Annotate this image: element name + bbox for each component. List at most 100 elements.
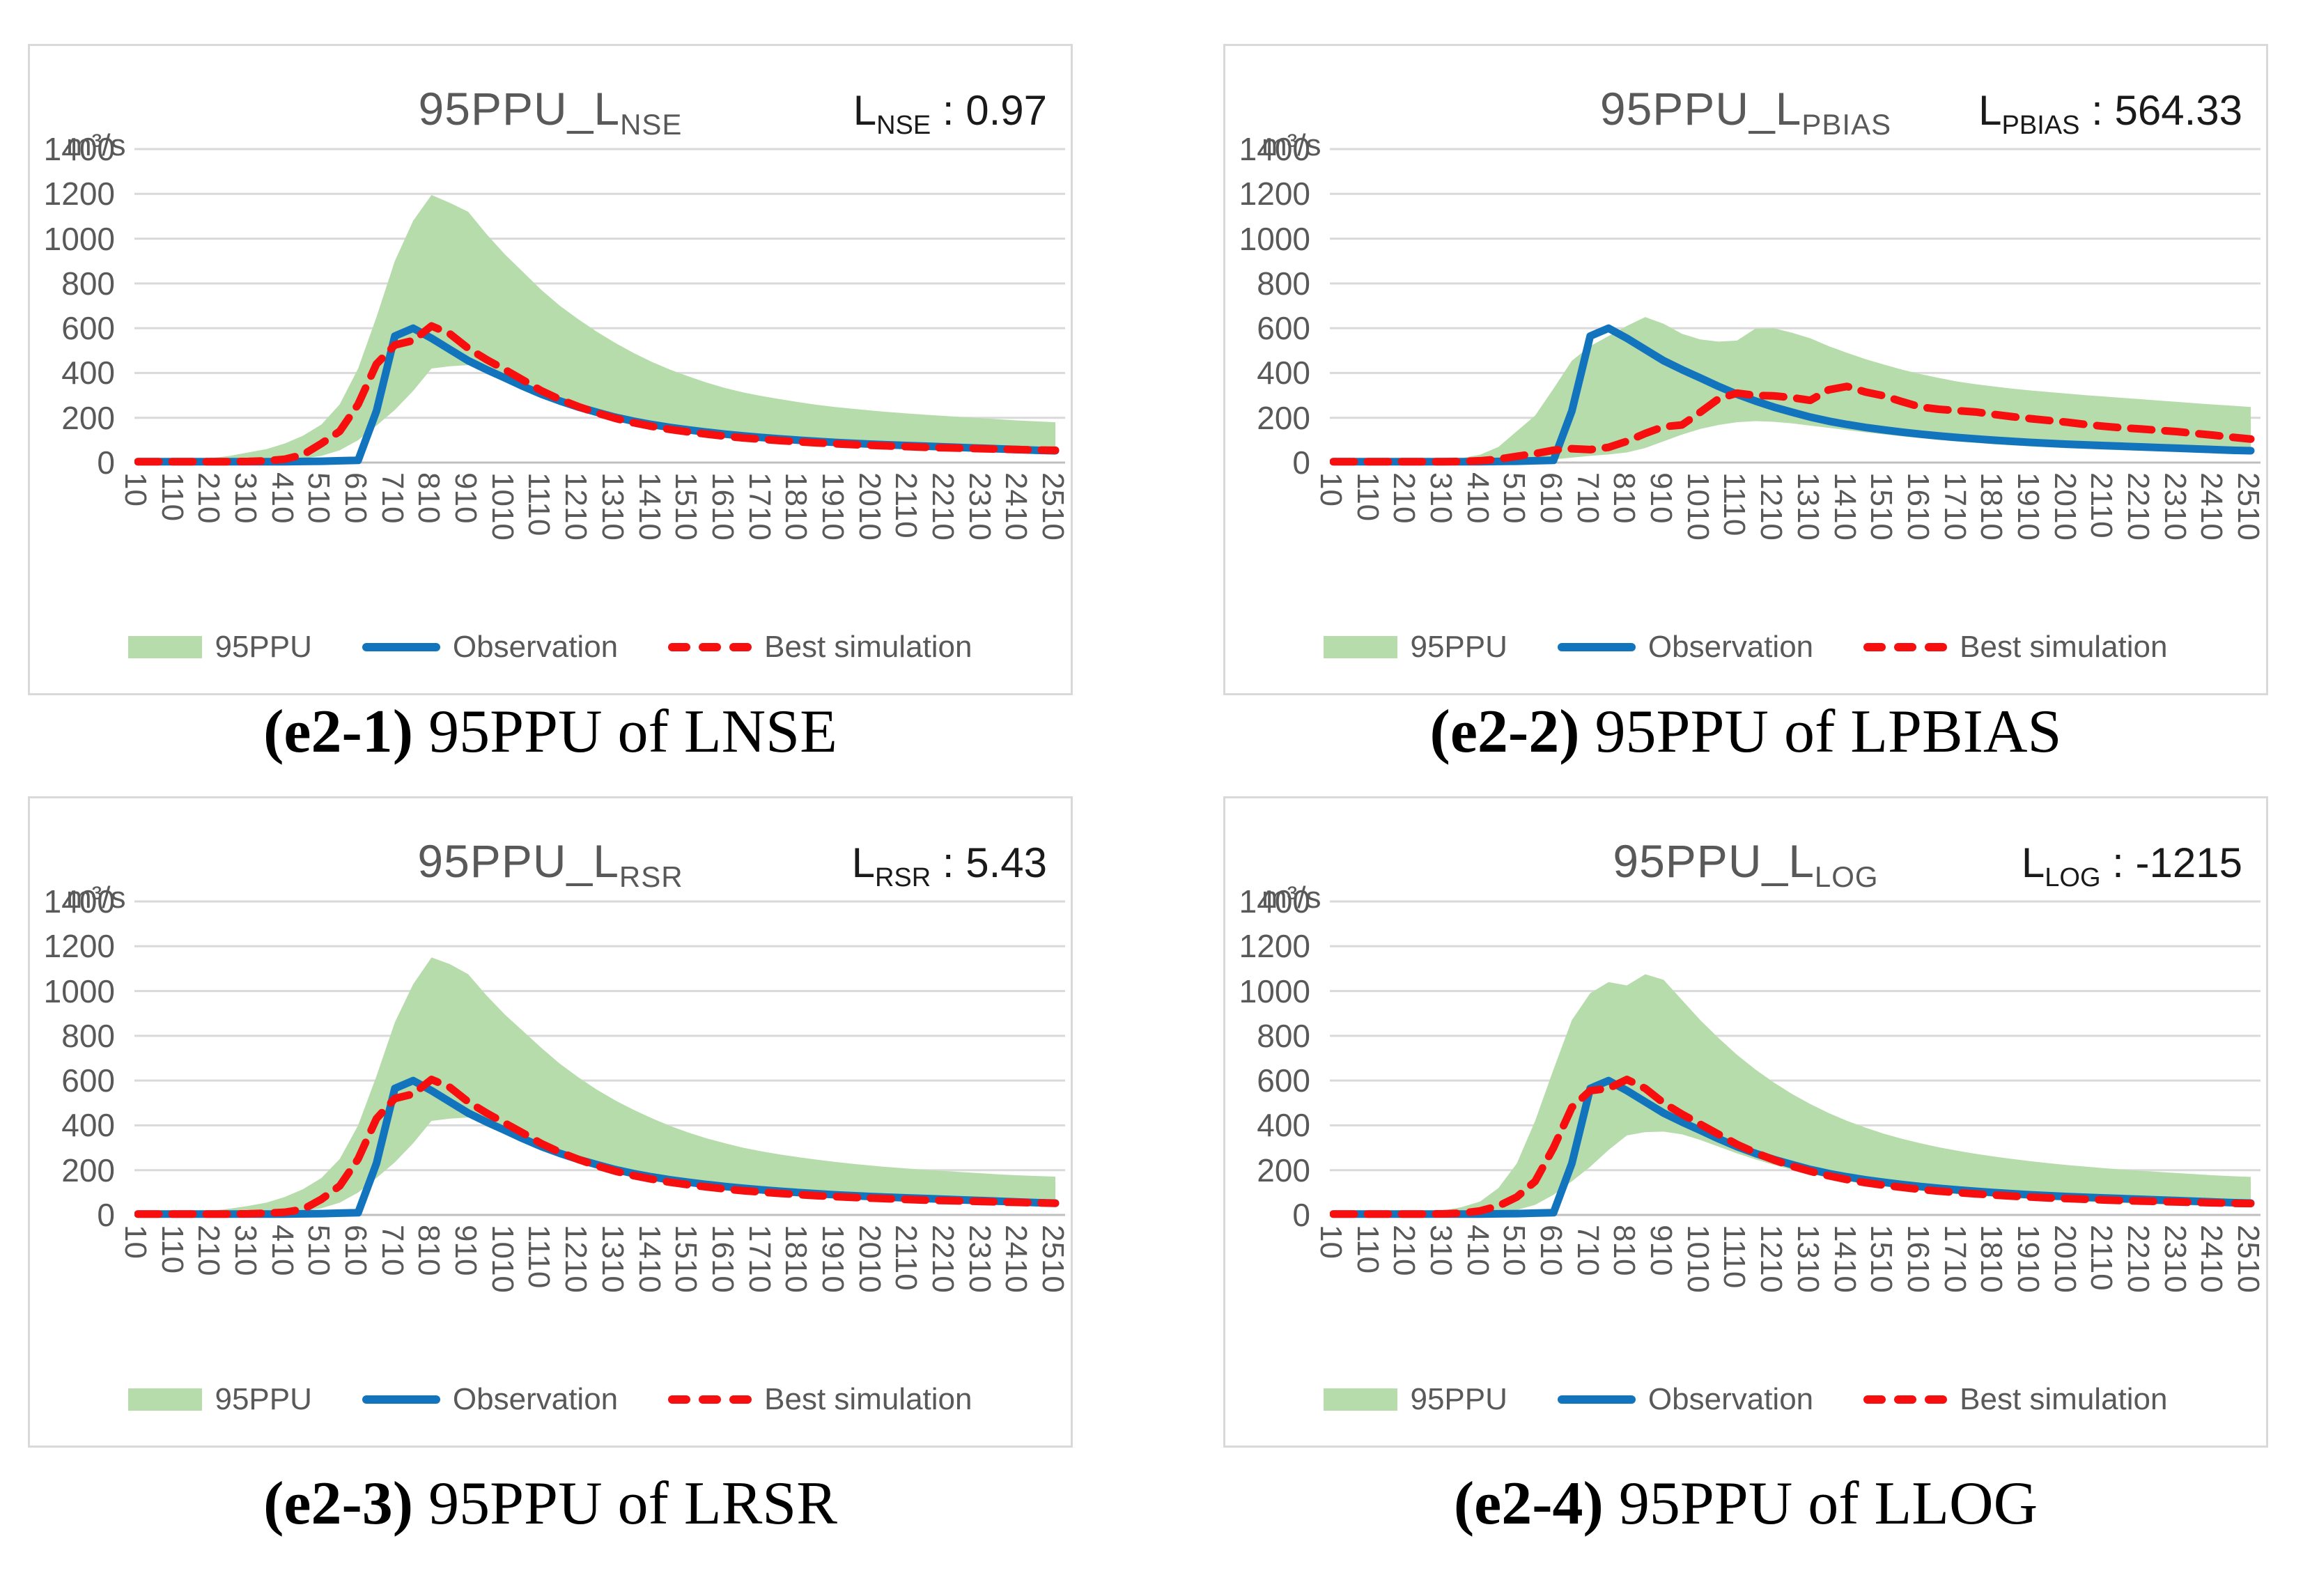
band-95ppu — [138, 194, 1055, 463]
dash-segment — [699, 643, 722, 651]
legend-label: Best simulation — [1960, 1382, 2168, 1416]
legend-item-observation: Observation — [362, 1382, 618, 1417]
y-axis-labels: 0 200 400 600 800 1000 1200 1400 — [1225, 46, 1317, 534]
x-tick-label: 610 — [339, 1225, 373, 1276]
x-tick-label: 10 — [1314, 1225, 1348, 1259]
y-tick-label: 600 — [1257, 310, 1310, 347]
x-tick-label: 1910 — [2010, 1225, 2045, 1293]
chart-title: 95PPU_LRSR — [30, 835, 1071, 894]
x-tick-label: 1410 — [1827, 472, 1862, 541]
legend-label: 95PPU — [1410, 1382, 1507, 1416]
x-tick-label: 1510 — [1864, 1225, 1899, 1293]
dash-segment — [729, 1395, 752, 1404]
legend-label: Best simulation — [1960, 630, 2168, 664]
x-tick-label: 1610 — [705, 1225, 740, 1293]
x-tick-label: 1910 — [815, 472, 850, 541]
chart-panel-lpbias: m³/s 95PPU_LPBIAS LPBIAS : 564.33 0 200 40… — [1223, 44, 2268, 695]
y-tick-label: 1400 — [43, 883, 115, 920]
x-tick-label: 1810 — [1974, 1225, 2009, 1293]
x-tick-label: 2410 — [999, 472, 1034, 541]
dash-segment — [1863, 643, 1886, 651]
dash-segment — [1925, 643, 1948, 651]
plot-svg — [134, 900, 1065, 1218]
stat-value-label: LNSE : 0.97 — [853, 86, 1047, 141]
x-tick-label: 910 — [449, 1225, 483, 1276]
y-tick-label: 0 — [1292, 1197, 1310, 1233]
x-tick-label: 2510 — [1036, 472, 1070, 541]
plot-area — [1329, 144, 2263, 471]
x-tick-label: 910 — [1644, 472, 1679, 524]
plot-svg — [134, 148, 1065, 466]
dash-segment — [668, 1395, 691, 1404]
legend-label: 95PPU — [1410, 630, 1507, 664]
dash-segment — [729, 643, 752, 651]
x-tick-label: 2010 — [852, 472, 887, 541]
legend-label: Observation — [1647, 1382, 1814, 1416]
x-tick-label: 210 — [192, 472, 226, 524]
legend-dashed-swatch — [668, 1395, 752, 1404]
x-tick-label: 2310 — [962, 1225, 997, 1293]
y-tick-label: 800 — [61, 265, 115, 302]
legend-line-swatch — [362, 1395, 440, 1404]
x-tick-label: 2010 — [852, 1225, 887, 1293]
y-tick-label: 400 — [1257, 1107, 1310, 1144]
dash-segment — [1925, 1395, 1948, 1404]
x-tick-label: 1210 — [559, 1225, 594, 1293]
x-tick-label: 2310 — [962, 472, 997, 541]
y-tick-label: 1200 — [1239, 928, 1310, 965]
y-tick-label: 0 — [97, 1197, 115, 1233]
x-tick-label: 410 — [1460, 1225, 1495, 1276]
stat-value: -1215 — [2135, 839, 2242, 886]
caption-llog: (e2-4) 95PPU of LLOG — [1223, 1469, 2268, 1539]
x-tick-label: 2110 — [2084, 1225, 2119, 1291]
chart-title-main: 95PPU_L — [1599, 83, 1802, 134]
chart-title-main: 95PPU_L — [417, 835, 619, 887]
x-tick-label: 810 — [412, 1225, 447, 1276]
plot-area — [1329, 896, 2263, 1223]
x-tick-label: 310 — [1424, 1225, 1459, 1276]
x-tick-label: 1710 — [742, 1225, 777, 1293]
legend-item-95ppu: 95PPU — [1324, 630, 1507, 665]
chart-legend: 95PPU Observation Best simulation — [30, 1382, 1071, 1417]
x-tick-label: 1510 — [1864, 472, 1899, 541]
x-tick-label: 1610 — [1900, 472, 1935, 541]
x-tick-label: 1610 — [1900, 1225, 1935, 1293]
chart-title-sub: LOG — [1814, 860, 1879, 894]
y-tick-label: 1000 — [43, 220, 115, 257]
chart-panel-llog: m³/s 95PPU_LLOG LLOG : -1215 0 200 400 600 8… — [1223, 796, 2268, 1448]
y-tick-label: 400 — [61, 355, 115, 392]
caption-lnse: (e2-1) 95PPU of LNSE — [28, 697, 1073, 767]
chart-legend: 95PPU Observation Best simulation — [1225, 1382, 2266, 1417]
y-tick-label: 1200 — [43, 176, 115, 212]
caption-text: 95PPU of LPBIAS — [1579, 698, 2062, 766]
chart-panel-lrsr: m³/s 95PPU_LRSR LRSR : 5.43 0 200 400 600 80… — [28, 796, 1073, 1448]
x-tick-label: 110 — [1350, 472, 1385, 522]
caption-tag: (e2-3) — [263, 1470, 414, 1537]
chart-title-sub: NSE — [620, 108, 683, 141]
plot-svg — [1329, 148, 2261, 466]
legend-line-swatch — [362, 643, 440, 651]
x-tick-label: 1010 — [485, 1225, 520, 1293]
x-tick-label: 2310 — [2157, 472, 2192, 541]
stat-sub: RSR — [874, 863, 931, 892]
best-simulation-line — [1329, 1076, 2255, 1218]
x-tick-label: 810 — [1607, 1225, 1642, 1276]
chart-title: 95PPU_LNSE — [30, 82, 1071, 141]
x-tick-label: 2110 — [889, 472, 924, 539]
x-tick-label: 1810 — [779, 1225, 814, 1293]
chart-panel-lnse: m³/s 95PPU_LNSE LNSE : 0.97 0 200 400 600 80… — [28, 44, 1073, 695]
x-tick-label: 1110 — [1717, 472, 1752, 536]
legend-item-95ppu: 95PPU — [128, 1382, 312, 1417]
dash-segment — [1894, 1395, 1917, 1404]
y-tick-label: 1000 — [1239, 973, 1310, 1009]
legend-item-observation: Observation — [1557, 1382, 1814, 1417]
chart-title-sub: RSR — [619, 860, 683, 894]
x-tick-label: 710 — [1570, 1225, 1605, 1276]
x-tick-label: 610 — [339, 472, 373, 524]
x-tick-label: 310 — [228, 1225, 263, 1276]
legend-dashed-swatch — [1863, 1395, 1948, 1404]
x-tick-label: 210 — [192, 1225, 226, 1276]
x-tick-label: 810 — [412, 472, 447, 524]
